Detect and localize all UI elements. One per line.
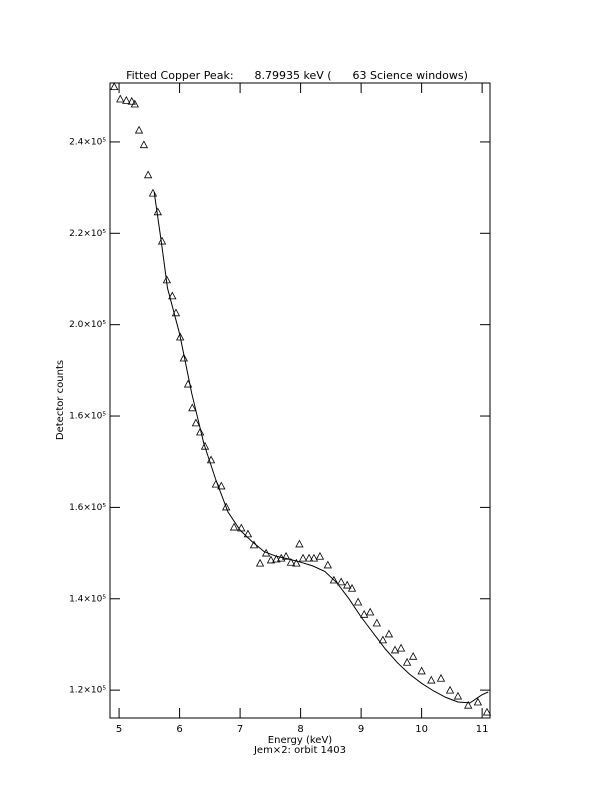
data-point — [122, 96, 131, 104]
x-axis-label: Energy (keV) — [268, 735, 333, 746]
x-tick-label: 7 — [237, 724, 243, 735]
data-point — [482, 707, 492, 716]
y-tick-label: 2.4×10⁵ — [69, 137, 106, 147]
data-point — [139, 140, 149, 149]
data-point — [372, 618, 382, 627]
data-point — [436, 673, 446, 682]
data-point — [286, 557, 296, 566]
data-point — [378, 635, 388, 644]
data-point — [390, 645, 400, 654]
data-point — [127, 96, 136, 105]
data-point — [110, 82, 119, 91]
data-point — [243, 529, 253, 538]
data-point — [396, 643, 406, 652]
data-point — [445, 685, 455, 694]
x-tick-label: 11 — [476, 724, 489, 735]
data-point — [222, 502, 231, 511]
y-tick-label: 2.2×10⁵ — [69, 229, 106, 239]
data-point — [295, 539, 304, 548]
data-point — [168, 291, 177, 300]
data-point — [143, 170, 153, 179]
data-point — [473, 697, 483, 706]
fit-line — [153, 192, 489, 704]
data-point — [176, 332, 185, 341]
data-point — [343, 580, 352, 589]
x-tick-label: 10 — [415, 724, 428, 735]
data-point — [292, 558, 301, 567]
data-point — [298, 553, 308, 562]
x-tick-label: 6 — [176, 724, 182, 735]
data-point — [304, 553, 314, 562]
data-point — [229, 522, 239, 531]
data-point — [200, 441, 210, 450]
data-point — [347, 583, 357, 592]
y-tick-label: 1.6×10⁵ — [69, 412, 106, 422]
data-point — [402, 657, 412, 666]
data-point — [408, 651, 418, 660]
data-point — [191, 418, 201, 427]
data-point — [188, 403, 197, 412]
x-tick-label: 9 — [358, 724, 364, 735]
data-point — [353, 597, 363, 606]
data-point — [272, 554, 281, 563]
data-point — [309, 553, 319, 562]
subtitle: Jem×2: orbit 1403 — [253, 745, 346, 756]
y-axis-label: Detector counts — [55, 360, 66, 440]
data-point — [417, 666, 426, 675]
data-point — [266, 555, 276, 564]
data-point — [329, 575, 339, 584]
data-point — [281, 551, 291, 560]
data-point — [359, 609, 369, 618]
data-point — [255, 558, 265, 567]
data-point — [134, 125, 144, 134]
y-tick-label: 2.0×10⁵ — [69, 320, 106, 330]
y-tick-label: 1.2×10⁵ — [69, 686, 106, 696]
data-point — [116, 94, 125, 103]
chart-title: Fitted Copper Peak: 8.79935 keV ( 63 Sci… — [126, 69, 468, 82]
data-point — [384, 629, 394, 638]
data-point — [336, 577, 346, 586]
data-point — [366, 607, 375, 616]
y-tick-label: 1.4×10⁵ — [69, 594, 106, 604]
data-point — [179, 353, 188, 362]
data-point — [323, 560, 333, 569]
x-tick-label: 5 — [116, 724, 122, 735]
data-point — [217, 481, 226, 490]
data-point — [195, 427, 205, 436]
y-tick-label: 1.6×10⁵ — [69, 503, 106, 513]
data-point — [427, 675, 436, 684]
data-point — [464, 700, 473, 709]
data-point — [130, 99, 139, 108]
plot-frame — [109, 82, 491, 719]
data-point — [453, 691, 463, 700]
data-point — [315, 551, 325, 560]
x-tick-label: 8 — [297, 724, 303, 735]
